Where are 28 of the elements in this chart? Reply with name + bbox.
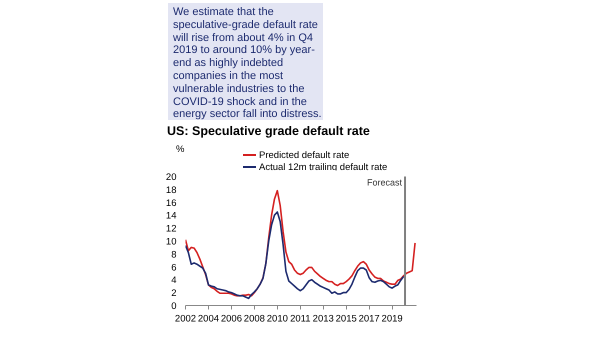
y-tick-label: 20 bbox=[166, 172, 177, 183]
y-tick-label: 18 bbox=[166, 184, 177, 196]
y-tick-label: 6 bbox=[171, 262, 177, 274]
chart-title: US: Speculative grade default rate bbox=[167, 123, 370, 140]
x-tick-label: 2006 bbox=[220, 314, 242, 324]
y-tick-label: 16 bbox=[166, 198, 177, 209]
x-tick-label: 2013 bbox=[312, 314, 334, 324]
x-tick-label: 2004 bbox=[198, 314, 220, 324]
y-axis-title: % bbox=[176, 143, 184, 157]
y-tick-label: 10 bbox=[166, 236, 177, 248]
x-tick-label: 2015 bbox=[336, 314, 357, 324]
legend-label: Predicted default rate bbox=[258, 150, 350, 162]
annotation: Forecast bbox=[367, 178, 403, 188]
text: We estimate that the speculative-grade default rate will rise from about 4% in Q4 2019 to around 10% by year-end as highly indebted companies in the most vulnerable industries to the COVID-19 shock and in the energy sector fall into distress. bbox=[173, 6, 322, 120]
x-tick-label: 2010 bbox=[266, 314, 288, 324]
y-tick-label: 12 bbox=[166, 224, 177, 235]
x-tick-label: 2019 bbox=[382, 314, 403, 324]
x-tick-label: 2011 bbox=[290, 314, 311, 324]
line-series bbox=[186, 190, 416, 297]
y-tick-label: 0 bbox=[171, 301, 177, 312]
x-tick-label: 2017 bbox=[358, 314, 380, 324]
x-tick-label: 2002 bbox=[174, 314, 196, 324]
x-tick-label: 2008 bbox=[244, 314, 265, 324]
y-tick-label: 8 bbox=[171, 249, 177, 260]
y-tick-label: 2 bbox=[171, 288, 177, 300]
y-tick-label: 14 bbox=[166, 210, 177, 222]
line-series bbox=[186, 211, 404, 300]
y-tick-label: 4 bbox=[171, 275, 177, 286]
